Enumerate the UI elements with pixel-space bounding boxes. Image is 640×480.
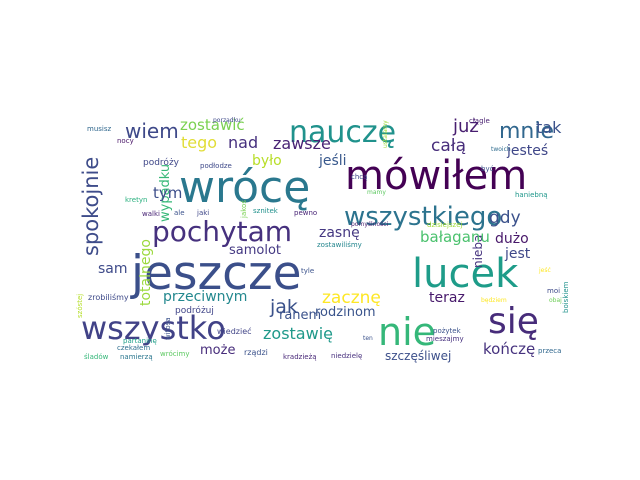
cloud-word: wszystkiego: [344, 202, 503, 232]
cloud-word: jeść: [539, 267, 551, 274]
cloud-word: zostawiliśmy: [317, 241, 362, 249]
cloud-word: mówiłem: [345, 153, 528, 199]
cloud-word: walki: [142, 210, 160, 218]
cloud-word: czekałem: [117, 344, 151, 352]
cloud-word: twoich: [491, 146, 511, 153]
cloud-word: tym: [153, 184, 183, 202]
cloud-word: zasnę: [319, 225, 360, 241]
cloud-word: jakoś: [240, 200, 248, 218]
cloud-word: zostawić: [180, 116, 245, 134]
cloud-word: teraz: [429, 290, 465, 306]
cloud-word: jak: [270, 296, 298, 318]
cloud-word: zrobiliśmy: [88, 293, 129, 302]
cloud-word: mnie: [499, 119, 555, 144]
cloud-word: ranem: [279, 308, 322, 323]
cloud-word: gdy: [489, 208, 521, 228]
cloud-word: zostawię: [263, 324, 333, 343]
cloud-word: podłodze: [200, 162, 232, 170]
cloud-word: podróżuj: [175, 306, 214, 316]
cloud-word: zacznę: [322, 288, 381, 308]
cloud-word: jesteś: [507, 143, 549, 159]
cloud-word: niedzielę: [331, 352, 363, 360]
cloud-word: wiem: [125, 119, 179, 143]
cloud-word: jeszcze: [131, 246, 302, 301]
cloud-word: ciągle: [469, 117, 490, 125]
word-cloud: jeszcze wrócę mówiłem lucek nie wszystko…: [76, 115, 574, 370]
cloud-word: zawsze: [273, 134, 331, 153]
cloud-word: wszystko: [81, 309, 226, 347]
cloud-word: haniebną: [515, 191, 548, 199]
cloud-word: porządku: [213, 117, 241, 124]
cloud-word: witosa: [164, 317, 172, 340]
cloud-word: rządzi: [244, 348, 268, 357]
cloud-word: nie: [378, 310, 437, 354]
cloud-word: totalnego: [138, 239, 154, 306]
cloud-word: dużo: [495, 231, 529, 247]
cloud-word: chcą: [351, 173, 368, 181]
cloud-word: kradzieżą: [283, 353, 317, 361]
cloud-word: bałaganu: [420, 228, 490, 246]
cloud-word: kończę: [483, 340, 536, 358]
cloud-word: będziem: [481, 297, 507, 304]
cloud-word: jeśli: [319, 153, 347, 169]
cloud-word: pochytam: [152, 215, 293, 248]
cloud-word: już: [453, 116, 479, 137]
cloud-word: musisz: [87, 125, 112, 133]
cloud-word: przeca: [538, 347, 562, 355]
cloud-word: ustalamy: [382, 120, 389, 148]
cloud-word: kretyn: [125, 196, 148, 204]
cloud-word: jest: [505, 246, 531, 262]
cloud-word: wrócę: [179, 162, 311, 213]
cloud-word: dzisiejszej: [427, 221, 463, 229]
cloud-word: szczęśliwej: [385, 349, 452, 363]
cloud-word: sam: [98, 261, 128, 277]
cloud-word: partaninę: [123, 337, 157, 345]
cloud-word: samolot: [229, 243, 282, 258]
cloud-word: ten: [363, 335, 373, 342]
cloud-word: być: [481, 165, 494, 173]
cloud-word: może: [200, 343, 236, 358]
cloud-word: moi: [547, 287, 561, 295]
cloud-word: śladów: [84, 353, 109, 361]
cloud-word: nocy: [117, 137, 134, 145]
cloud-word: tyle: [301, 267, 315, 275]
cloud-word: obaj: [549, 297, 562, 304]
cloud-word: pewno: [294, 209, 318, 217]
cloud-word: rodzinom: [315, 305, 376, 320]
cloud-word: było: [252, 153, 282, 169]
cloud-word: tego: [181, 133, 218, 152]
cloud-word: ale: [174, 209, 185, 217]
cloud-word: wiedzieć: [217, 327, 252, 336]
cloud-word: boiskiem: [562, 281, 570, 313]
cloud-word: szóstej: [76, 293, 84, 318]
cloud-word: nauczę: [289, 115, 397, 150]
cloud-word: się: [488, 301, 539, 342]
cloud-word: sznitek: [253, 207, 278, 215]
cloud-word: lucek: [412, 251, 519, 297]
cloud-word: tak: [536, 118, 562, 137]
cloud-word: jaki: [197, 209, 210, 217]
cloud-word: mieszajmy: [426, 335, 464, 343]
cloud-word: mamy: [367, 189, 386, 196]
cloud-word: namierzą: [120, 353, 153, 361]
cloud-word: nad: [228, 133, 259, 152]
cloud-word: wrócimy: [160, 350, 190, 358]
cloud-word: przeciwnym: [163, 289, 248, 305]
cloud-word: podróży: [143, 158, 179, 168]
cloud-word: spokojnie: [79, 156, 103, 256]
cloud-word: pożytek: [433, 327, 461, 335]
cloud-word: całą: [431, 136, 467, 156]
cloud-word: pomyślności: [351, 221, 389, 228]
